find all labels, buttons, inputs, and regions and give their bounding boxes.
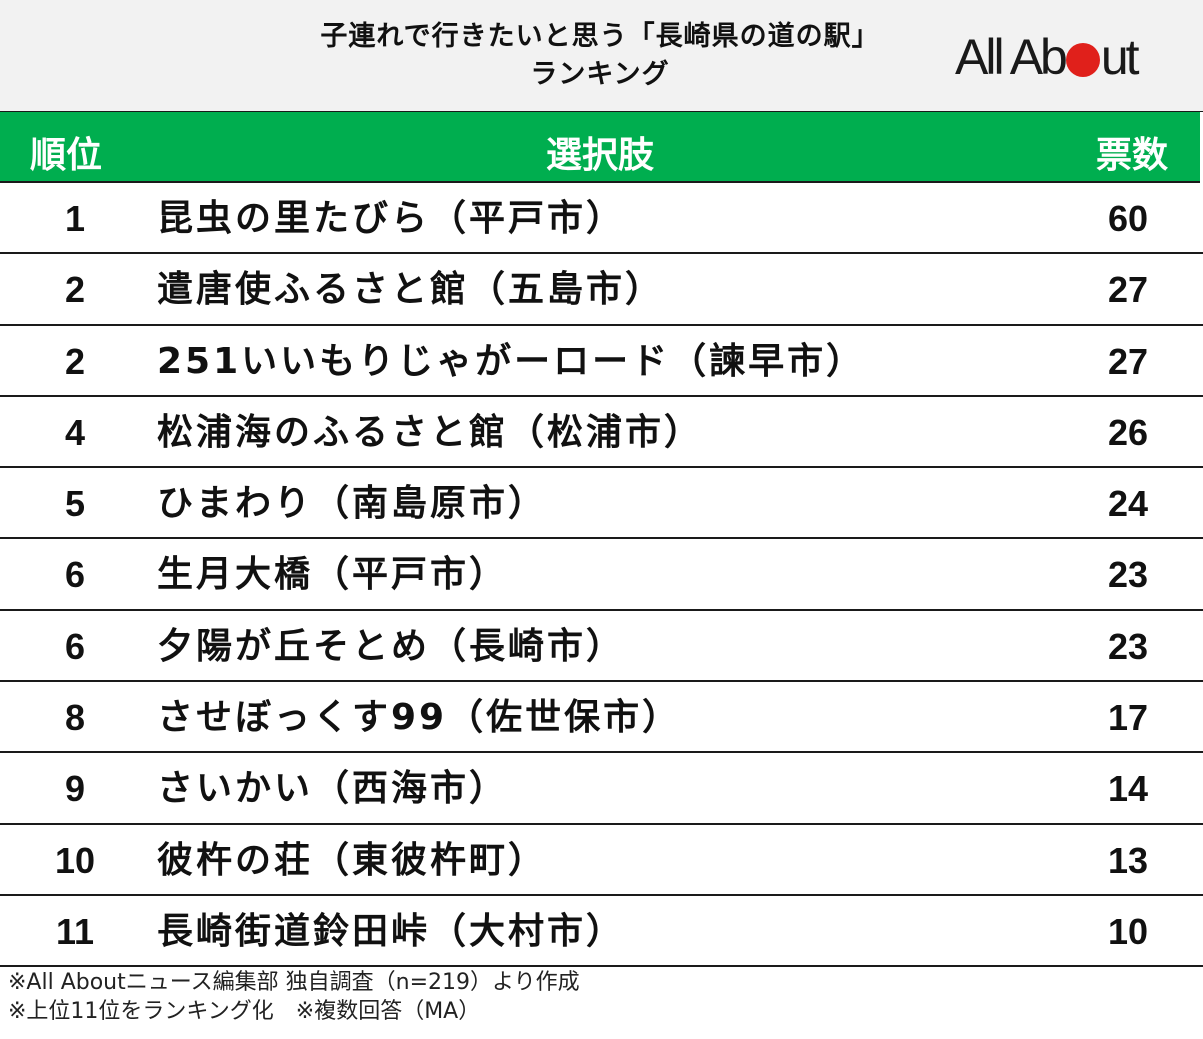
choice-cell: 251いいもりじゃがーロード（諫早市） xyxy=(157,340,866,382)
rank-cell: 6 xyxy=(64,625,86,667)
rank-cell: 2 xyxy=(64,340,86,382)
chart-title: 子連れで行きたいと思う「長崎県の道の駅」 ランキング xyxy=(200,18,1000,94)
rank-cell: 4 xyxy=(64,411,86,453)
table-row: 9 さいかい（西海市） 14 xyxy=(0,753,1203,825)
rank-cell: 5 xyxy=(64,483,86,525)
votes-cell: 26 xyxy=(1107,411,1148,453)
table-row: 6 夕陽が丘そとめ（長崎市） 23 xyxy=(0,611,1203,683)
rank-cell: 10 xyxy=(54,839,96,881)
choice-cell: させぼっくす99（佐世保市） xyxy=(157,697,682,739)
votes-cell: 27 xyxy=(1107,340,1148,382)
votes-cell: 60 xyxy=(1107,198,1148,239)
votes-cell: 23 xyxy=(1107,554,1148,596)
votes-cell: 14 xyxy=(1107,768,1148,810)
footnotes: ※All Aboutニュース編集部 独自調査（n=219）より作成 ※上位11位… xyxy=(8,968,580,1026)
rank-cell: 6 xyxy=(64,554,86,596)
logo-text-start: All Ab xyxy=(955,29,1068,85)
choice-cell: 彼杵の荘（東彼杵町） xyxy=(157,839,548,881)
table-row: 8 させぼっくす99（佐世保市） 17 xyxy=(0,682,1203,754)
votes-cell: 24 xyxy=(1107,483,1148,525)
footnote-method: ※上位11位をランキング化 ※複数回答（MA） xyxy=(8,999,481,1024)
choice-cell: ひまわり（南島原市） xyxy=(157,483,548,525)
choice-cell: 長崎街道鈴田峠（大村市） xyxy=(157,910,626,952)
rank-cell: 1 xyxy=(64,198,86,239)
title-line-2: ランキング xyxy=(530,59,670,90)
ranking-table-body: 1 昆虫の里たびら（平戸市） 60 2 遣唐使ふるさと館（五島市） 27 2 2… xyxy=(0,183,1203,968)
votes-cell: 10 xyxy=(1107,910,1148,952)
rank-cell: 8 xyxy=(64,697,86,739)
table-row: 2 251いいもりじゃがーロード（諫早市） 27 xyxy=(0,326,1203,397)
choice-cell: 生月大橋（平戸市） xyxy=(157,554,509,596)
table-row: 10 彼杵の荘（東彼杵町） 13 xyxy=(0,825,1203,896)
table-row: 2 遣唐使ふるさと館（五島市） 27 xyxy=(0,254,1203,326)
column-header-rank: 順位 xyxy=(30,135,103,176)
all-about-logo: All Ab ut xyxy=(955,29,1140,85)
choice-cell: 遣唐使ふるさと館（五島市） xyxy=(157,269,665,311)
column-header-votes: 票数 xyxy=(1095,135,1168,176)
title-line-1: 子連れで行きたいと思う「長崎県の道の駅」 xyxy=(320,21,880,52)
table-row: 6 生月大橋（平戸市） 23 xyxy=(0,539,1203,611)
table-row: 5 ひまわり（南島原市） 24 xyxy=(0,468,1203,540)
column-header-choice: 選択肢 xyxy=(545,135,654,176)
votes-cell: 27 xyxy=(1107,269,1148,311)
rank-cell: 9 xyxy=(64,768,86,810)
choice-cell: 昆虫の里たびら（平戸市） xyxy=(157,198,626,239)
red-circle-icon xyxy=(1065,43,1100,77)
votes-cell: 23 xyxy=(1107,625,1148,667)
logo-text-end: ut xyxy=(1100,29,1140,85)
table-header: 選択肢 順位 票数 xyxy=(0,112,1200,183)
votes-cell: 13 xyxy=(1107,839,1148,881)
table-row: 11 長崎街道鈴田峠（大村市） 10 xyxy=(0,896,1203,968)
rank-cell: 11 xyxy=(55,910,95,952)
choice-cell: 夕陽が丘そとめ（長崎市） xyxy=(157,625,626,667)
table-row: 4 松浦海のふるさと館（松浦市） 26 xyxy=(0,397,1203,469)
footnote-source: ※All Aboutニュース編集部 独自調査（n=219）より作成 xyxy=(8,970,580,995)
rank-cell: 2 xyxy=(64,269,86,311)
title-bar: 子連れで行きたいと思う「長崎県の道の駅」 ランキング All Ab ut xyxy=(0,0,1203,112)
choice-cell: さいかい（西海市） xyxy=(157,768,509,810)
choice-cell: 松浦海のふるさと館（松浦市） xyxy=(157,411,704,453)
votes-cell: 17 xyxy=(1107,697,1148,739)
table-row: 1 昆虫の里たびら（平戸市） 60 xyxy=(0,183,1203,255)
